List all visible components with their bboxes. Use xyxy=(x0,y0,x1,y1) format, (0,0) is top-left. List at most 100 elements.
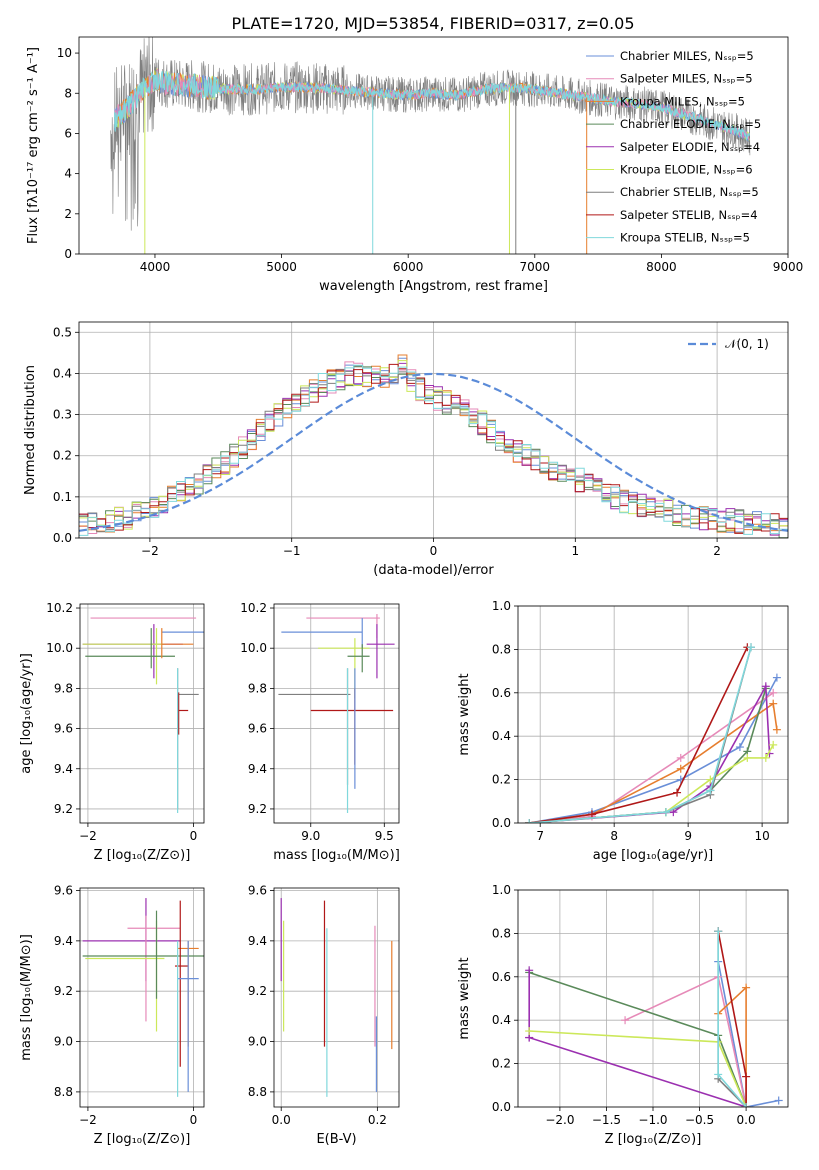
x-tick-label: 7000 xyxy=(520,260,551,274)
plot-area xyxy=(79,354,788,538)
x-tick-label: 9 xyxy=(684,829,692,843)
y-tick-label: 9.0 xyxy=(248,1035,267,1049)
axes-frame xyxy=(78,36,789,255)
y-tick-label: 9.2 xyxy=(248,802,267,816)
y-tick-label: 1.0 xyxy=(492,883,511,897)
y-tick-label: 9.2 xyxy=(54,802,73,816)
panel-z-age: −2 0 9.2 9.4 9.6 9.8 10.0 10.2 Z [log₁₀(Z/Z⊙)] ag… xyxy=(19,601,205,863)
y-tick-label: 0 xyxy=(64,247,72,261)
y-axis-label: mass [log₁₀(M/M⊙)] xyxy=(19,934,34,1061)
series-line-chabrier_stelib xyxy=(717,931,747,1107)
axes-frame xyxy=(517,889,789,1108)
y-tick-label: 9.8 xyxy=(248,681,267,695)
x-tick-label: 8 xyxy=(610,829,618,843)
series-line-chabrier_elodie xyxy=(529,688,767,823)
axes-frame xyxy=(79,603,205,824)
plot-area xyxy=(525,643,781,823)
figure-title: PLATE=1720, MJD=53854, FIBERID=0317, z=0… xyxy=(231,14,634,33)
y-tick-label: 9.4 xyxy=(248,934,267,948)
series-line-kroupa_stelib xyxy=(113,70,751,141)
y-tick-label: 0.8 xyxy=(492,642,511,656)
legend-label: Kroupa MILES, Nₛₛₚ=5 xyxy=(620,94,745,108)
y-tick-label: 9.6 xyxy=(54,884,73,898)
y-tick-label: 0.2 xyxy=(492,773,511,787)
x-tick-label: 9.0 xyxy=(301,829,320,843)
panel-ebv-mass: 0.0 0.2 8.8 9.0 9.2 9.4 9.6 E(B-V) xyxy=(248,884,400,1147)
y-tick-label: 0.5 xyxy=(53,325,72,339)
y-tick-label: 0.0 xyxy=(53,531,72,545)
x-tick-label: 0 xyxy=(430,544,438,558)
y-tick-label: 1.0 xyxy=(492,599,511,613)
y-axis-label: mass weight xyxy=(457,957,472,1039)
y-tick-label: 0.4 xyxy=(53,366,72,380)
x-tick-label: 0 xyxy=(190,1113,198,1127)
x-tick-label: −2 xyxy=(79,829,97,843)
y-tick-label: 2 xyxy=(64,207,72,221)
axes-frame xyxy=(78,321,789,539)
axes-frame xyxy=(79,887,205,1108)
y-tick-label: 6 xyxy=(64,126,72,140)
panel-z-weight: −2.0 −1.5 −1.0 −0.5 0.0 0.0 0.2 0.4 0.6 0.8 1.0 Z [… xyxy=(457,883,789,1147)
panel-z-mass: −2 0 8.8 9.0 9.2 9.4 9.6 Z [log₁₀(Z/Z⊙)] mass [l… xyxy=(19,884,205,1147)
y-tick-label: 0.3 xyxy=(53,408,72,422)
y-tick-label: 9.6 xyxy=(54,722,73,736)
y-tick-label: 9.2 xyxy=(54,984,73,998)
histogram-chabrier_elodie xyxy=(79,366,788,538)
y-axis-label: Normed distribution xyxy=(23,365,38,495)
histogram-kroupa_stelib xyxy=(79,364,788,536)
y-tick-label: 9.0 xyxy=(54,1035,73,1049)
y-tick-label: 0.0 xyxy=(492,1100,511,1114)
panel-age-weight: 7 8 9 10 0.0 0.2 0.4 0.6 0.8 1.0 age [log₁₀(age/yr… xyxy=(457,599,789,863)
legend-label: Chabrier MILES, Nₛₛₚ=5 xyxy=(620,49,754,63)
y-tick-label: 10.0 xyxy=(240,641,267,655)
axes-frame xyxy=(517,605,789,824)
x-tick-label: −2 xyxy=(141,544,159,558)
y-tick-label: 10 xyxy=(57,46,72,60)
x-tick-label: −2 xyxy=(79,1113,97,1127)
series-line-chabrier_stelib xyxy=(529,646,752,823)
panel-residuals: −2 −1 0 1 2 0.0 0.1 0.2 0.3 0.4 0.5 (data-model)/er… xyxy=(23,321,789,578)
x-axis-label: wavelength [Angstrom, rest frame] xyxy=(319,279,548,294)
panels: 4000 5000 6000 7000 8000 90000246810wavelengt… xyxy=(19,36,804,1147)
x-tick-label: −1.0 xyxy=(638,1113,667,1127)
x-tick-label: 8000 xyxy=(646,260,677,274)
x-tick-label: 6000 xyxy=(393,260,424,274)
x-tick-label: 5000 xyxy=(266,260,297,274)
x-tick-label: 2 xyxy=(713,544,721,558)
legend-label: Chabrier ELODIE, Nₛₛₚ=5 xyxy=(620,117,761,131)
histogram-kroupa_elodie xyxy=(79,360,788,531)
normal-curve xyxy=(79,372,788,532)
x-tick-label: 9000 xyxy=(773,260,804,274)
y-tick-label: 9.4 xyxy=(54,762,73,776)
y-tick-label: 10.2 xyxy=(46,601,73,615)
plot-area xyxy=(280,898,393,1097)
plot-area xyxy=(82,898,204,1097)
y-tick-label: 8 xyxy=(64,86,72,100)
y-tick-label: 9.4 xyxy=(54,934,73,948)
x-axis-label: Z [log₁₀(Z/Z⊙)] xyxy=(94,1132,191,1147)
x-tick-label: 9.5 xyxy=(375,829,394,843)
x-tick-label: 1 xyxy=(571,544,579,558)
series-line-kroupa_elodie xyxy=(529,1030,747,1107)
legend-label: Salpeter ELODIE, Nₛₛₚ=4 xyxy=(620,140,760,154)
plot-area xyxy=(110,37,751,254)
x-axis-label: (data-model)/error xyxy=(373,563,494,578)
y-tick-label: 0.2 xyxy=(492,1057,511,1071)
series-line-salpeter_elodie xyxy=(528,970,747,1107)
x-tick-label: 0.0 xyxy=(272,1113,291,1127)
y-tick-label: 9.6 xyxy=(248,722,267,736)
legend-label: Chabrier STELIB, Nₛₛₚ=5 xyxy=(620,185,759,199)
y-tick-label: 0.4 xyxy=(492,729,511,743)
y-tick-label: 0.8 xyxy=(492,926,511,940)
x-tick-label: −0.5 xyxy=(685,1113,714,1127)
x-tick-label: 0 xyxy=(190,829,198,843)
panel-mass-age: 9.0 9.5 9.2 9.4 9.6 9.8 10.0 10.2 mass [log₁₀(M/… xyxy=(240,601,399,863)
plot-area xyxy=(525,927,783,1107)
y-tick-label: 0.4 xyxy=(492,1013,511,1027)
x-tick-label: 4000 xyxy=(140,260,171,274)
x-tick-label: 0.0 xyxy=(737,1113,756,1127)
panel-spectrum: 4000 5000 6000 7000 8000 9000 0 2 4 6 8 10 wavelengt… xyxy=(26,36,804,294)
y-tick-label: 4 xyxy=(64,167,72,181)
axes-frame xyxy=(273,603,400,824)
